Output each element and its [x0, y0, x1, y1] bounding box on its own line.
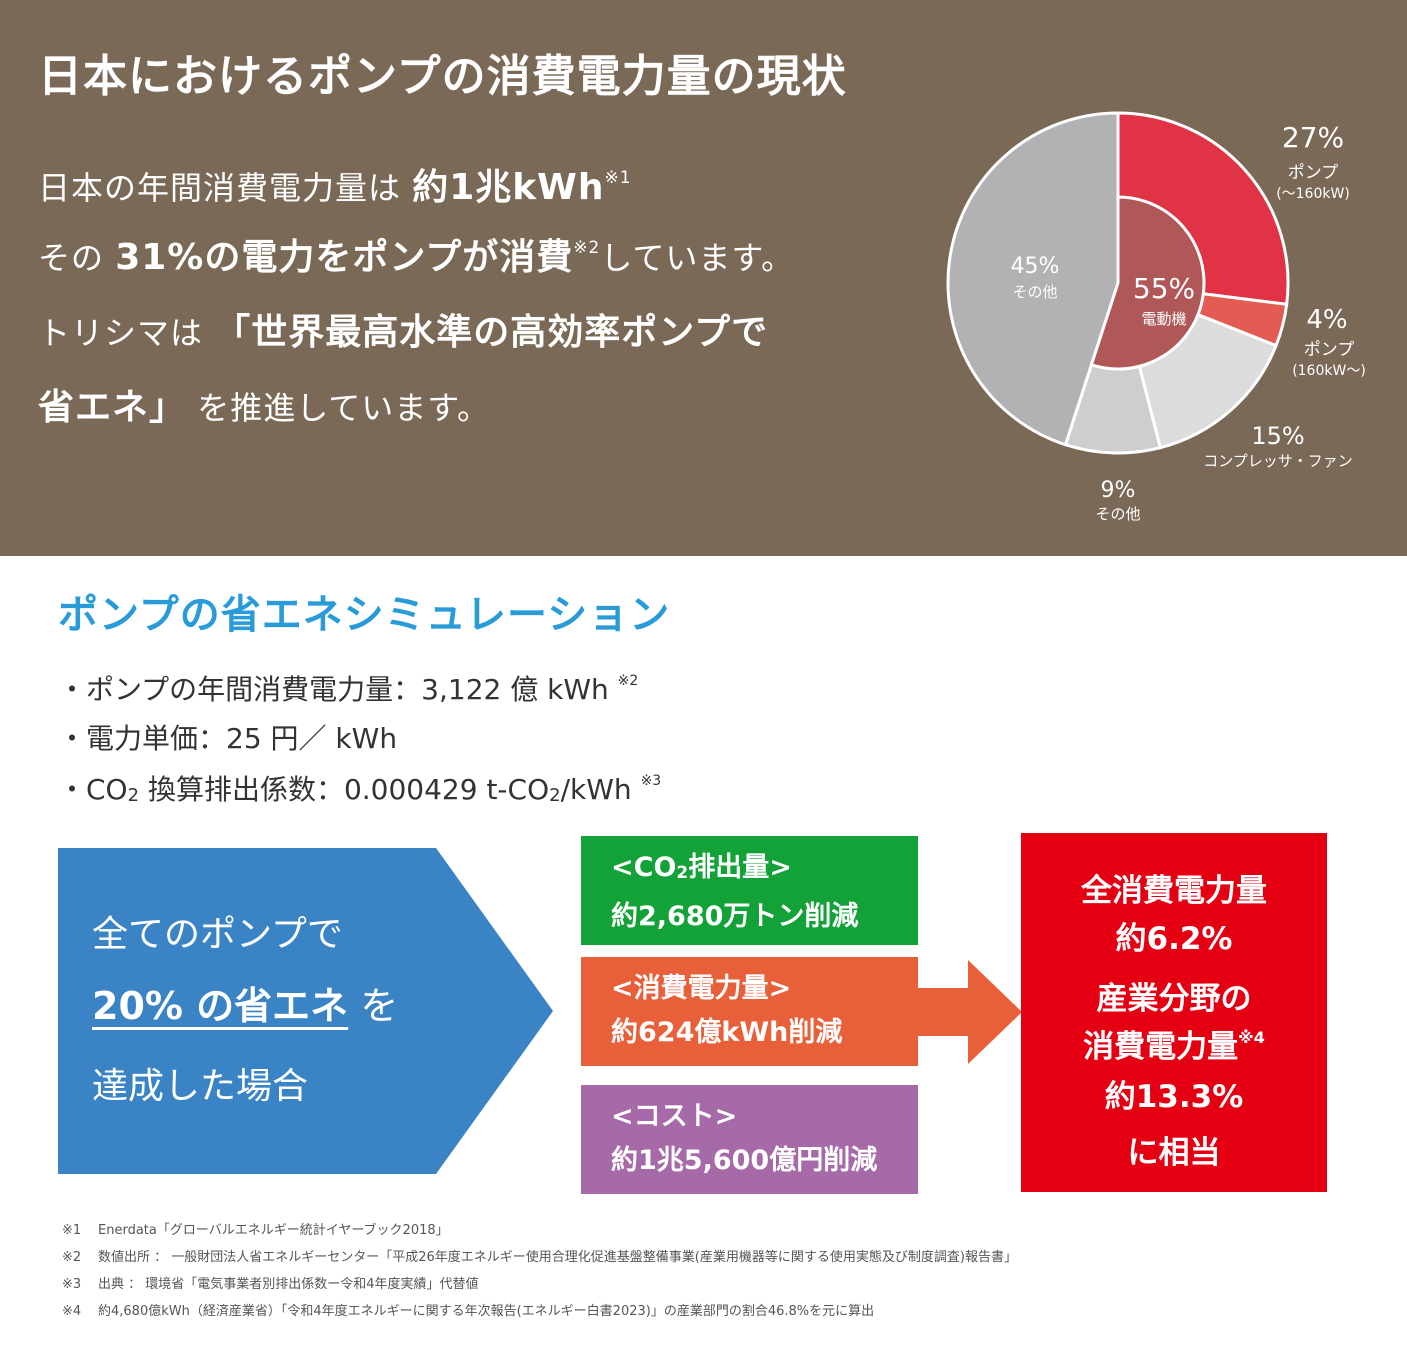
footnote-text: 数値出所 ： 一般財団法人省エネルギーセンター「平成26年度エネルギー使用合理化… [98, 1250, 1017, 1265]
pie-category-label: 電動機 [1141, 310, 1186, 328]
cost-box-value: 約1兆5,600億円削減 [611, 1145, 878, 1176]
pie-slice-4 [946, 111, 1120, 447]
footnote-ref: ※1 [604, 168, 632, 188]
intro-text: しています。 [600, 239, 795, 277]
subscript: 2 [676, 863, 689, 883]
footnote-text: Enerdata「グローバルエネルギー統計イヤーブック2018」 [98, 1223, 449, 1238]
equivalence-line: 約6.2% [1115, 921, 1233, 957]
pie-value-label: 55% [1133, 272, 1195, 305]
scenario-arrow-shape [58, 848, 553, 1174]
simulation-title: ポンプの省エネシミュレーション [58, 592, 671, 638]
footnote-ref: ※4 [1238, 1028, 1265, 1047]
footnote-number: ※1 [62, 1223, 82, 1238]
page-title: 日本におけるポンプの消費電力量の現状 [38, 51, 847, 102]
pie-category-label: その他 [1012, 283, 1057, 301]
footnote-text: 出典 ： 環境省「電気事業者別排出係数ー令和4年度実績」代替値 [98, 1277, 479, 1292]
footnote-ref: ※2 [617, 673, 639, 689]
subscript: 2 [549, 785, 561, 806]
pie-value-label: 9% [1101, 478, 1136, 503]
equivalence-text: 消費電力量 [1083, 1029, 1239, 1065]
pie-category-label: ポンプ [1288, 163, 1339, 183]
pie-category-label: ポンプ [1304, 340, 1355, 360]
intro-text: トリシマは [38, 314, 215, 352]
equivalence-line: に相当 [1127, 1135, 1221, 1171]
pie-category-sublabel: (〜160kW) [1276, 186, 1350, 202]
power-box-heading: <消費電力量> [611, 973, 792, 1004]
pie-category-label: コンプレッサ・ファン [1203, 452, 1353, 470]
intro-line-4: 省エネ」 を推進しています。 [38, 378, 490, 430]
intro-text: 日本の年間消費電力量は [38, 169, 413, 207]
overview-panel: 日本におけるポンプの消費電力量の現状 日本の年間消費電力量は 約1兆kWh※1 … [0, 0, 1407, 556]
footnote-number: ※4 [62, 1304, 82, 1319]
cost-reduction-box: <コスト> 約1兆5,600億円削減 [581, 1085, 918, 1194]
bullet-unit-price: ・電力単価：25 円／ kWh [58, 717, 397, 757]
bullet-text: ・ポンプの年間消費電力量：3,122 億 kWh [58, 673, 618, 706]
bullet-co2-factor: ・CO2 換算排出係数：0.000429 t-CO2/kWh ※3 [58, 768, 661, 808]
intro-text: その [38, 239, 116, 277]
pie-category-sublabel: (160kW〜) [1292, 363, 1366, 379]
scenario-emphasis: 20% の省エネ [92, 984, 349, 1028]
scenario-line-1: 全てのポンプで [92, 914, 343, 955]
intro-emphasis: 31%の電力をポンプが消費 [115, 237, 574, 278]
pie-category-label: その他 [1095, 505, 1140, 523]
footnote-number: ※3 [62, 1277, 82, 1292]
equivalence-line: 約13.3% [1104, 1079, 1244, 1115]
footnote-ref: ※3 [640, 773, 662, 789]
pie-slice-inner [1089, 195, 1206, 371]
arrow-polygon [58, 848, 553, 1174]
co2-box-heading: <CO2排出量> [611, 846, 918, 895]
intro-emphasis: 約1兆kWh [412, 167, 605, 208]
pie-value-label: 45% [1011, 254, 1060, 279]
intro-line-3: トリシマは 「世界最高水準の高効率ポンプで [38, 303, 768, 355]
box-heading-text: <CO [611, 852, 677, 883]
pie-value-label: 15% [1251, 422, 1304, 450]
co2-reduction-box: <CO2排出量> 約2,680万トン削減 [581, 836, 918, 945]
footnote: ※1 Enerdata「グローバルエネルギー統計イヤーブック2018」 [62, 1219, 449, 1238]
pie-value-label: 4% [1306, 305, 1347, 335]
footnote-ref: ※2 [573, 238, 601, 258]
intro-text: を推進しています。 [186, 389, 491, 427]
footnote-text: 約4,680億kWh（経済産業省）「令和4年度エネルギーに関する年次報告(エネル… [98, 1304, 875, 1319]
bullet-text: 換算排出係数：0.000429 t-CO [139, 773, 550, 806]
box-heading-text: 排出量> [688, 852, 792, 883]
footnote: ※2 数値出所 ： 一般財団法人省エネルギーセンター「平成26年度エネルギー使用合… [62, 1246, 1017, 1265]
intro-emphasis: 「世界最高水準の高効率ポンプで [214, 312, 769, 353]
subscript: 2 [127, 785, 140, 806]
intro-line-1: 日本の年間消費電力量は 約1兆kWh※1 [38, 158, 632, 210]
scenario-text: を [348, 984, 399, 1028]
bullet-text: ・電力単価：25 円／ kWh [58, 722, 398, 755]
bullet-text: ・CO [58, 773, 128, 806]
footnote-number: ※2 [62, 1250, 82, 1265]
power-reduction-box: <消費電力量> 約624億kWh削減 [581, 957, 918, 1066]
bullet-text: /kWh [560, 773, 641, 806]
pie-value-label: 27% [1282, 121, 1344, 154]
power-box-value: 約624億kWh削減 [611, 1017, 843, 1048]
footnote: ※3 出典 ： 環境省「電気事業者別排出係数ー令和4年度実績」代替値 [62, 1273, 479, 1292]
equivalence-line: 全消費電力量 [1081, 873, 1267, 909]
footnote: ※4 約4,680億kWh（経済産業省）「令和4年度エネルギーに関する年次報告(エ… [62, 1300, 874, 1319]
equivalence-line: 産業分野の [1096, 981, 1252, 1017]
scenario-line-2: 20% の省エネ を [92, 975, 398, 1030]
equivalence-line: 消費電力量※4 [1021, 1021, 1327, 1066]
co2-box-value: 約2,680万トン削減 [611, 901, 859, 932]
right-arrow-icon [918, 960, 1022, 1064]
bullet-annual-power: ・ポンプの年間消費電力量：3,122 億 kWh ※2 [58, 668, 638, 708]
power-consumption-pie-chart: 27% ポンプ (〜160kW) 4% ポンプ (160kW〜) 15% コンプレッサ・ファン… [946, 111, 1366, 523]
intro-emphasis: 省エネ」 [38, 387, 187, 428]
equivalence-box: 全消費電力量 約6.2% 産業分野の 消費電力量※4 約13.3% に相当 [1021, 833, 1327, 1192]
scenario-line-3: 達成した場合 [92, 1066, 309, 1107]
cost-box-heading: <コスト> [611, 1101, 738, 1132]
intro-line-2: その 31%の電力をポンプが消費※2しています。 [38, 228, 794, 280]
